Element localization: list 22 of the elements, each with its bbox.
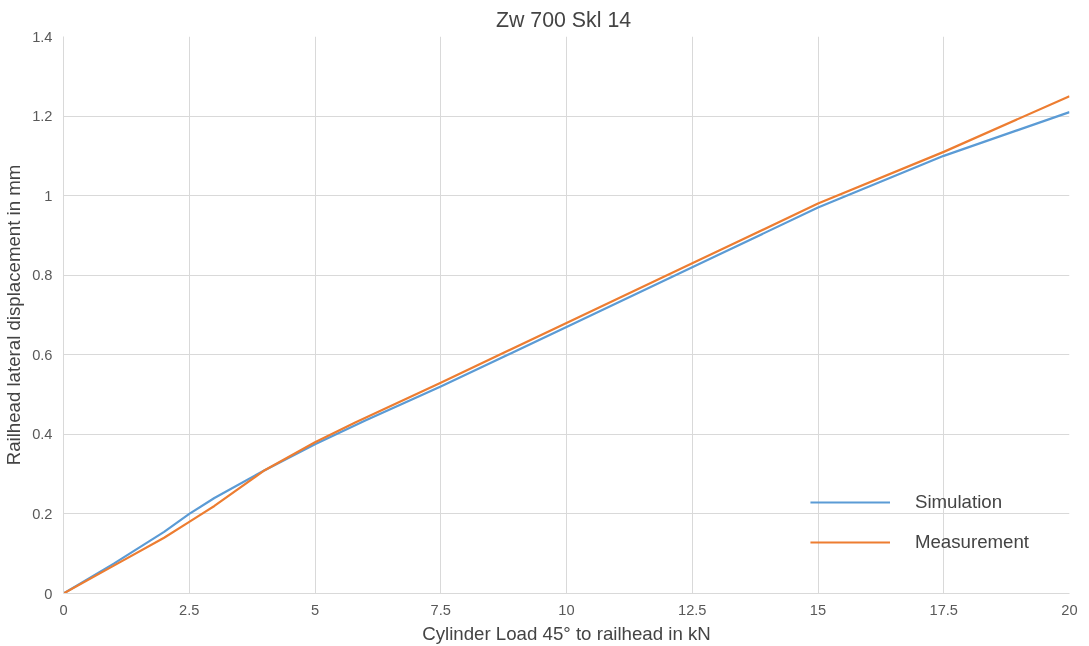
x-tick-label: 7.5	[430, 601, 451, 618]
x-tick-label: 2.5	[179, 601, 200, 618]
x-tick-label: 17.5	[929, 601, 959, 618]
legend-label: Measurement	[914, 531, 1029, 553]
y-tick-label: 0.4	[32, 426, 53, 443]
y-tick-label: 0.8	[32, 267, 53, 284]
x-tick-label: 10	[558, 601, 575, 618]
y-tick-label: 1.2	[32, 108, 53, 125]
chart-title: Zw 700 Skl 14	[495, 7, 632, 32]
y-tick-label: 1	[44, 187, 53, 204]
y-tick-label: 0.6	[32, 346, 53, 363]
x-tick-label: 20	[1061, 601, 1078, 618]
x-axis-title: Cylinder Load 45° to railhead in kN	[422, 622, 711, 644]
legend-label: Simulation	[914, 491, 1003, 513]
x-tick-label: 12.5	[677, 601, 707, 618]
y-tick-label: 1.4	[32, 28, 53, 45]
x-tick-label: 15	[809, 601, 827, 618]
x-tick-label: 0	[59, 601, 68, 618]
y-tick-label: 0.2	[32, 505, 53, 522]
x-tick-label: 5	[310, 601, 320, 618]
y-tick-label: 0	[44, 585, 53, 602]
y-axis-title: Railhead lateral displacement in mm	[3, 164, 25, 466]
